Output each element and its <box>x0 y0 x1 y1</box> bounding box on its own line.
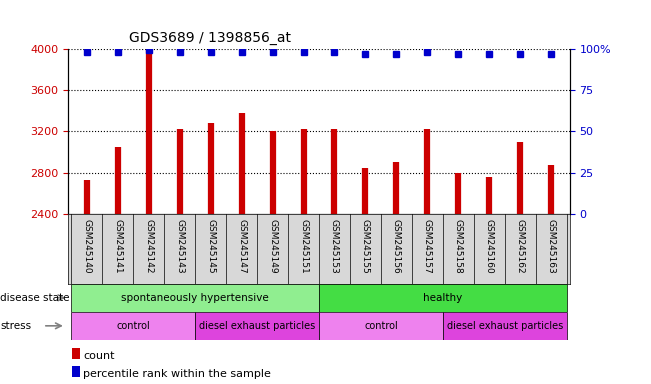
Text: GSM245163: GSM245163 <box>547 220 555 274</box>
Text: GSM245141: GSM245141 <box>113 220 122 274</box>
Text: diesel exhaust particles: diesel exhaust particles <box>199 321 315 331</box>
Text: stress: stress <box>0 321 31 331</box>
Text: control: control <box>117 321 150 331</box>
Text: GSM245160: GSM245160 <box>485 220 493 274</box>
Bar <box>195 312 319 340</box>
Text: GSM245157: GSM245157 <box>422 220 432 274</box>
Text: disease state: disease state <box>0 293 70 303</box>
Text: GSM245140: GSM245140 <box>83 220 91 274</box>
Bar <box>319 312 443 340</box>
Text: count: count <box>83 351 115 361</box>
Bar <box>319 284 566 312</box>
Text: GSM245147: GSM245147 <box>237 220 246 274</box>
Text: GSM245149: GSM245149 <box>268 220 277 274</box>
Text: GSM245151: GSM245151 <box>299 220 308 274</box>
Text: GSM245143: GSM245143 <box>175 220 184 274</box>
Bar <box>72 284 319 312</box>
Text: GSM245156: GSM245156 <box>392 220 401 274</box>
Bar <box>443 312 566 340</box>
Text: diesel exhaust particles: diesel exhaust particles <box>447 321 562 331</box>
Text: GSM245162: GSM245162 <box>516 220 525 274</box>
Text: percentile rank within the sample: percentile rank within the sample <box>83 369 271 379</box>
Bar <box>72 312 195 340</box>
Text: spontaneously hypertensive: spontaneously hypertensive <box>121 293 269 303</box>
Text: GSM245153: GSM245153 <box>330 220 339 274</box>
Text: GSM245155: GSM245155 <box>361 220 370 274</box>
Text: GDS3689 / 1398856_at: GDS3689 / 1398856_at <box>128 31 290 45</box>
Text: healthy: healthy <box>423 293 462 303</box>
Text: GSM245142: GSM245142 <box>145 220 153 274</box>
Text: GSM245158: GSM245158 <box>454 220 463 274</box>
Text: GSM245145: GSM245145 <box>206 220 215 274</box>
Text: control: control <box>364 321 398 331</box>
